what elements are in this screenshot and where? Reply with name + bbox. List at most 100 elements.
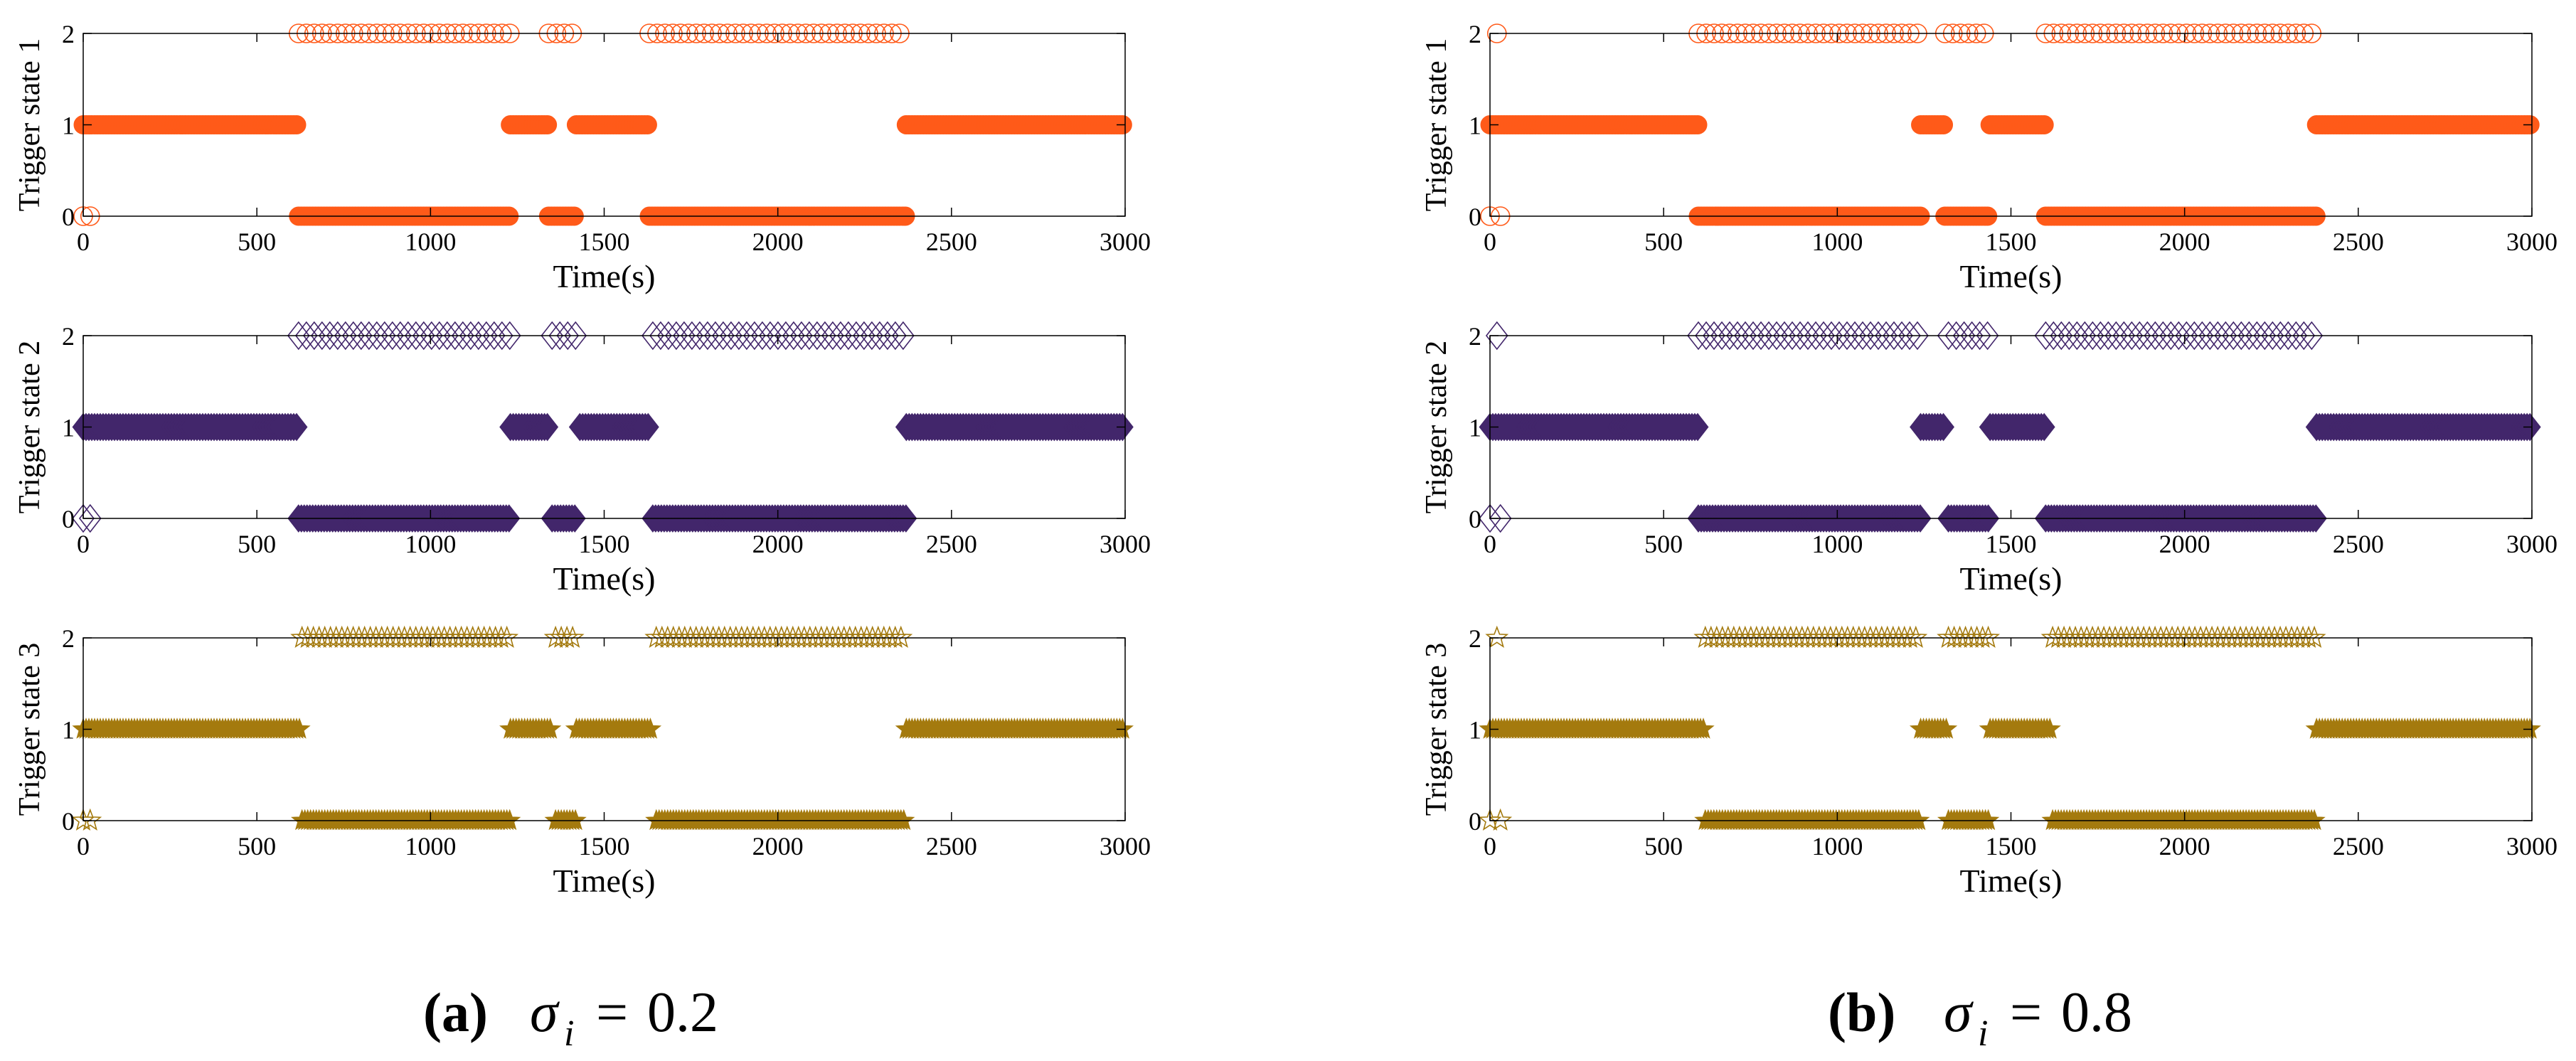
- diamond-marker: [1695, 321, 1718, 351]
- star-marker: [1907, 809, 1930, 831]
- y-tick-label: 0: [1469, 807, 1481, 836]
- x-tick-label: 0: [1484, 832, 1496, 860]
- x-tick-label: 0: [77, 530, 90, 558]
- diamond-marker: [2151, 321, 2175, 351]
- circle-marker: [1688, 115, 1708, 134]
- diamond-marker: [2097, 321, 2120, 351]
- x-tick-label: 2500: [2333, 228, 2384, 256]
- star-marker: [1976, 625, 2001, 648]
- diamond-marker: [1867, 321, 1890, 351]
- caption-a-equals: =: [596, 981, 628, 1044]
- diamond-marker: [2191, 321, 2214, 351]
- diamond-marker: [637, 412, 659, 442]
- series-marks: [1480, 23, 2540, 226]
- y-tick-label: 2: [62, 624, 75, 653]
- segment-state-1: [1979, 718, 2061, 739]
- diamond-marker: [294, 321, 318, 351]
- segment-state-0: [1479, 503, 1512, 533]
- diamond-marker: [1773, 321, 1796, 351]
- diamond-marker: [2198, 321, 2222, 351]
- diamond-marker: [2237, 321, 2261, 351]
- diamond-marker: [1804, 321, 1827, 351]
- diamond-marker: [459, 321, 482, 351]
- diamond-marker: [2214, 321, 2237, 351]
- diamond-marker: [1485, 321, 1508, 351]
- segment-state-1: [1480, 115, 1708, 134]
- y-axis-label: Trigger state 1: [1420, 38, 1453, 211]
- x-tick-label: 2000: [752, 530, 804, 558]
- diamond-marker: [853, 321, 875, 351]
- diamond-marker: [829, 321, 852, 351]
- diamond-marker: [72, 503, 95, 533]
- x-tick-label: 1500: [1986, 530, 2037, 558]
- diamond-marker: [1742, 321, 1765, 351]
- diamond-marker: [1765, 321, 1788, 351]
- star-marker: [71, 808, 95, 831]
- segment-state-0: [1478, 808, 1513, 831]
- diamond-marker: [712, 321, 735, 351]
- subplot-b-1: 0 500 1000 1500 2000 2500 3000 0 1 2 Time(s) Trigge…: [1420, 20, 2558, 294]
- segment-state-0: [1937, 809, 2000, 831]
- y-tick-label: 0: [62, 807, 75, 836]
- diamond-marker: [396, 321, 420, 351]
- diamond-marker: [1479, 503, 1501, 533]
- diamond-marker: [649, 321, 672, 351]
- diamond-marker: [1781, 321, 1804, 351]
- x-tick-label: 0: [1484, 530, 1496, 558]
- segment-state-1: [1909, 718, 1958, 739]
- x-tick-label: 1000: [1811, 530, 1863, 558]
- diamond-marker: [2136, 321, 2159, 351]
- diamond-marker: [564, 321, 587, 351]
- segment-state-1: [1979, 412, 2055, 442]
- segment-state-2: [1937, 625, 2001, 648]
- diamond-marker: [1718, 321, 1741, 351]
- diamond-marker: [1489, 503, 1512, 533]
- subplot-b-2: 0 500 1000 1500 2000 2500 3000 0 1 2 Time(s) Trigge…: [1420, 321, 2558, 597]
- diamond-marker: [536, 412, 559, 442]
- diamond-marker: [474, 321, 498, 351]
- diamond-marker: [1952, 321, 1976, 351]
- star-marker: [499, 809, 521, 831]
- x-tick-label: 500: [238, 832, 276, 860]
- diamond-marker: [657, 321, 680, 351]
- diamond-marker: [1820, 321, 1843, 351]
- diamond-marker: [735, 321, 758, 351]
- diamond-marker: [388, 321, 412, 351]
- x-tick-label: 2000: [752, 832, 804, 860]
- panels: 0 500 1000 1500 2000 2500 3000012Time(s)Trigge…: [14, 20, 2558, 899]
- y-tick-label: 2: [1469, 20, 1481, 48]
- diamond-marker: [790, 321, 813, 351]
- diamond-marker: [326, 321, 349, 351]
- subplot-a-2: 0 500 1000 1500 2000 2500 3000 0 1 2 Time(s) Trigge…: [14, 321, 1151, 597]
- diamond-marker: [302, 321, 326, 351]
- diamond-marker: [1937, 321, 1960, 351]
- diamond-marker: [642, 321, 664, 351]
- diamond-marker: [1734, 321, 1757, 351]
- x-tick-label: 3000: [2506, 832, 2558, 860]
- segment-state-2: [1485, 321, 1508, 351]
- diamond-marker: [1828, 321, 1851, 351]
- segment-state-1: [1910, 412, 1954, 442]
- subplot-b-3: 0 500 1000 1500 2000 2500 3000 0 1 2 Time(s) Trigge…: [1420, 624, 2558, 899]
- x-axis-label: Time(s): [1960, 863, 2063, 899]
- diamond-marker: [556, 321, 580, 351]
- segment-state-1: [73, 115, 307, 134]
- caption-b: (b) σ i = 0.8: [1828, 981, 2132, 1054]
- diamond-marker: [665, 321, 688, 351]
- x-tick-label: 0: [1484, 228, 1496, 256]
- caption-b-equals: =: [2010, 981, 2042, 1044]
- diamond-marker: [751, 321, 774, 351]
- x-tick-label: 2000: [752, 228, 804, 256]
- diamond-marker: [2277, 321, 2300, 351]
- segment-state-2: [642, 321, 915, 351]
- diamond-marker: [357, 321, 380, 351]
- diamond-marker: [837, 321, 860, 351]
- segment-state-2: [1485, 625, 1509, 648]
- diamond-marker: [373, 321, 396, 351]
- diamond-marker: [2120, 321, 2144, 351]
- diamond-marker: [892, 321, 915, 351]
- x-tick-label: 2000: [2159, 228, 2210, 256]
- star-marker: [1934, 718, 1958, 739]
- segment-state-2: [1687, 321, 1929, 351]
- diamond-marker: [2167, 321, 2191, 351]
